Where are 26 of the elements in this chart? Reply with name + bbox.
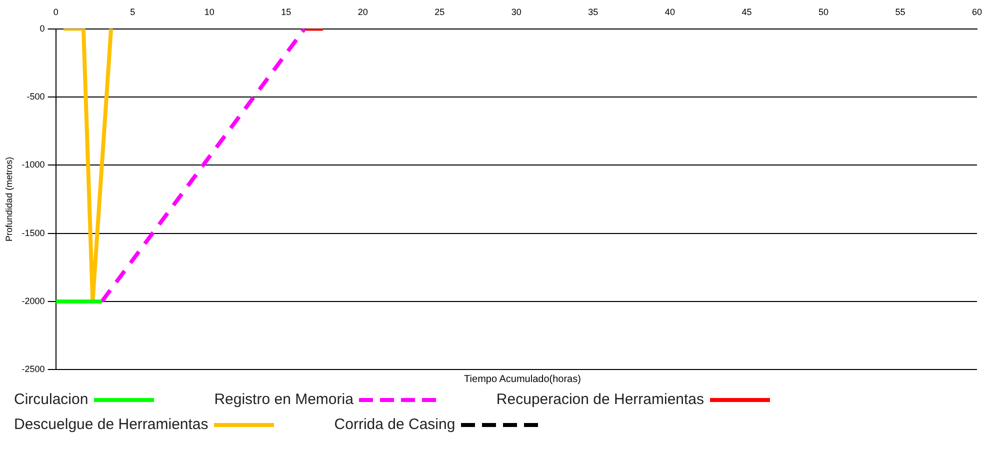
y-tick-label: -500: [26, 91, 45, 102]
x-tick-label: 0: [53, 6, 58, 17]
x-tick-label: 5: [130, 6, 136, 17]
x-tick-label: 40: [664, 6, 675, 17]
legend-label: Circulacion: [14, 391, 88, 408]
x-tick-label: 45: [742, 6, 752, 17]
x-tick-label: 25: [434, 6, 445, 17]
x-tick-label: 10: [204, 6, 214, 17]
y-tick-label: -2500: [22, 364, 45, 374]
legend-label: Corrida de Casing: [334, 416, 456, 433]
x-tick-label: 35: [588, 6, 598, 17]
y-tick-label: -2000: [22, 296, 45, 306]
x-tick-label: 15: [281, 6, 292, 17]
y-axis-title: Profundidad (metros): [4, 156, 14, 242]
y-tick-label: -1500: [22, 228, 45, 238]
legend-label: Registro en Memoria: [214, 391, 354, 408]
y-tick-label: 0: [40, 23, 45, 34]
x-tick-label: 20: [358, 6, 368, 17]
legend-label: Recuperacion de Herramientas: [496, 391, 704, 408]
x-tick-label: 60: [972, 6, 982, 17]
x-tick-label: 50: [818, 6, 828, 17]
x-axis-title: Tiempo Acumulado(horas): [463, 374, 582, 385]
y-tick-label: -1000: [22, 160, 45, 170]
legend-label: Descuelgue de Herramientas: [14, 416, 208, 433]
x-tick-label: 55: [895, 6, 906, 17]
x-tick-label: 30: [511, 6, 522, 17]
